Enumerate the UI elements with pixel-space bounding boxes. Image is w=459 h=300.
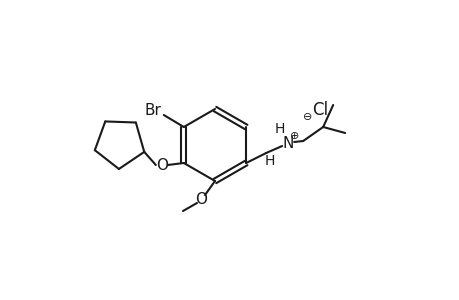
Text: H: H (274, 122, 285, 136)
Text: Cl: Cl (311, 101, 327, 119)
Text: Br: Br (144, 103, 161, 118)
Text: O: O (156, 158, 168, 172)
Text: ⊖: ⊖ (302, 112, 312, 122)
Text: N: N (282, 136, 293, 151)
Text: H: H (264, 154, 275, 168)
Text: ⊕: ⊕ (290, 131, 299, 141)
Text: O: O (195, 191, 207, 206)
